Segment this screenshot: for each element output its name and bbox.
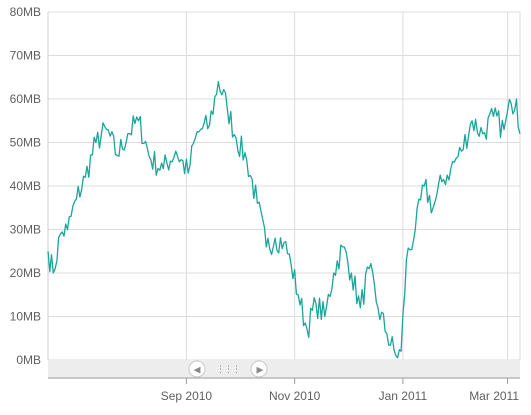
grid-layer <box>47 11 521 361</box>
series-layer <box>47 80 521 359</box>
y-tick-label: 80MB <box>10 5 41 19</box>
y-axis: 0MB 10MB 20MB 30MB 40MB 50MB 60MB 70MB 80MB <box>10 5 41 367</box>
y-tick-label: 50MB <box>10 136 41 150</box>
navigator-track[interactable] <box>48 361 520 378</box>
grip-icon[interactable]: ⋮⋮⋮ <box>216 364 241 374</box>
x-tick-label: Mar 2011 <box>469 389 519 403</box>
y-tick-label: 0MB <box>16 353 41 367</box>
series-line <box>47 80 521 359</box>
range-navigator[interactable]: ◀ ⋮⋮⋮ ▶ <box>48 360 520 378</box>
navigator-thumb[interactable]: ◀ ⋮⋮⋮ ▶ <box>188 360 268 378</box>
y-tick-label: 40MB <box>10 179 41 193</box>
chevron-left-icon: ◀ <box>194 365 201 375</box>
x-tick-label: Jan 2011 <box>379 389 428 403</box>
navigator-right-handle[interactable] <box>250 360 268 378</box>
y-tick-label: 20MB <box>10 266 41 280</box>
navigator-left-handle[interactable] <box>188 360 206 378</box>
x-tick-label: Nov 2010 <box>269 389 321 403</box>
y-tick-label: 10MB <box>10 310 41 324</box>
y-tick-label: 70MB <box>10 49 41 63</box>
x-tick-label: Sep 2010 <box>161 389 213 403</box>
chevron-right-icon: ▶ <box>257 365 264 375</box>
y-tick-label: 30MB <box>10 223 41 237</box>
x-axis: Sep 2010 Nov 2010 Jan 2011 Mar 2011 <box>48 377 520 403</box>
y-tick-label: 60MB <box>10 92 41 106</box>
